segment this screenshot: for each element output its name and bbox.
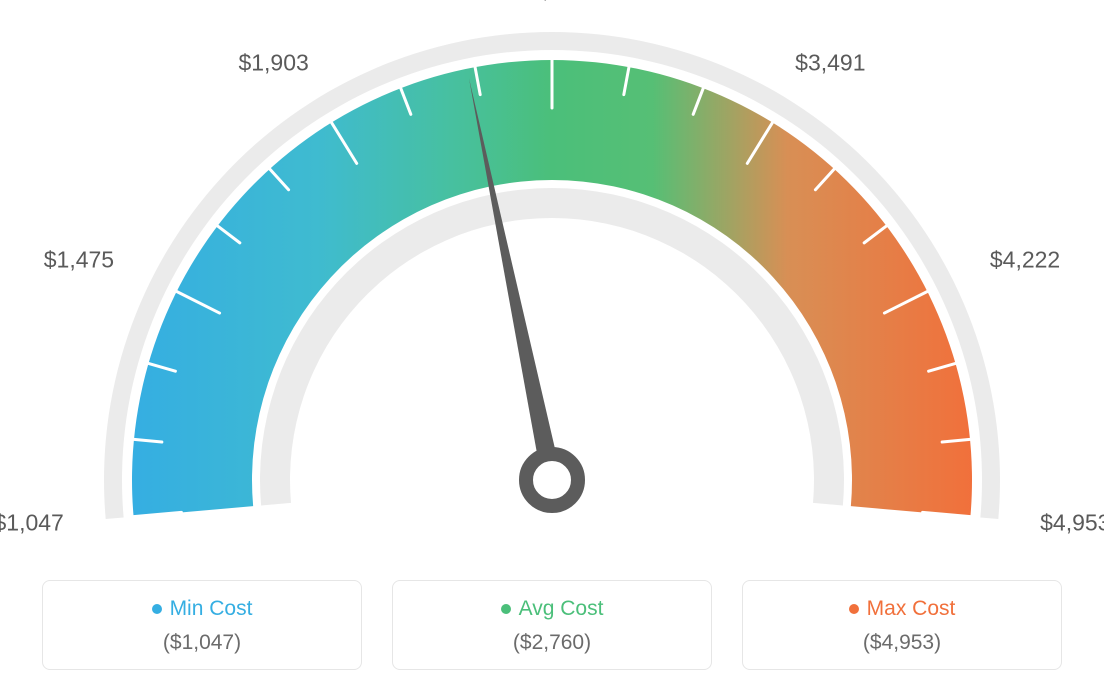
legend-row: Min Cost ($1,047) Avg Cost ($2,760) Max … <box>0 580 1104 670</box>
legend-card-max: Max Cost ($4,953) <box>742 580 1062 670</box>
dot-icon <box>501 604 511 614</box>
gauge-tick-label: $1,475 <box>44 247 114 274</box>
legend-value-min: ($1,047) <box>43 631 361 655</box>
dot-icon <box>152 604 162 614</box>
legend-title-text: Min Cost <box>170 597 253 621</box>
legend-title-text: Max Cost <box>867 597 956 621</box>
legend-title-max: Max Cost <box>849 597 956 621</box>
legend-title-avg: Avg Cost <box>501 597 604 621</box>
gauge-svg <box>0 0 1104 550</box>
legend-value-avg: ($2,760) <box>393 631 711 655</box>
legend-card-avg: Avg Cost ($2,760) <box>392 580 712 670</box>
legend-card-min: Min Cost ($1,047) <box>42 580 362 670</box>
gauge-tick-label: $4,222 <box>990 247 1060 274</box>
gauge-tick-label: $2,760 <box>517 0 587 4</box>
gauge-tick-label: $4,953 <box>1040 509 1104 536</box>
legend-title-text: Avg Cost <box>519 597 604 621</box>
gauge-tick-label: $1,047 <box>0 509 64 536</box>
legend-value-max: ($4,953) <box>743 631 1061 655</box>
legend-title-min: Min Cost <box>152 597 253 621</box>
gauge-tick-label: $3,491 <box>795 49 865 76</box>
gauge-tick-label: $1,903 <box>238 49 308 76</box>
dot-icon <box>849 604 859 614</box>
gauge-chart: $1,047 $1,475 $1,903 $2,760 $3,491 $4,222 $4,9… <box>0 0 1104 550</box>
